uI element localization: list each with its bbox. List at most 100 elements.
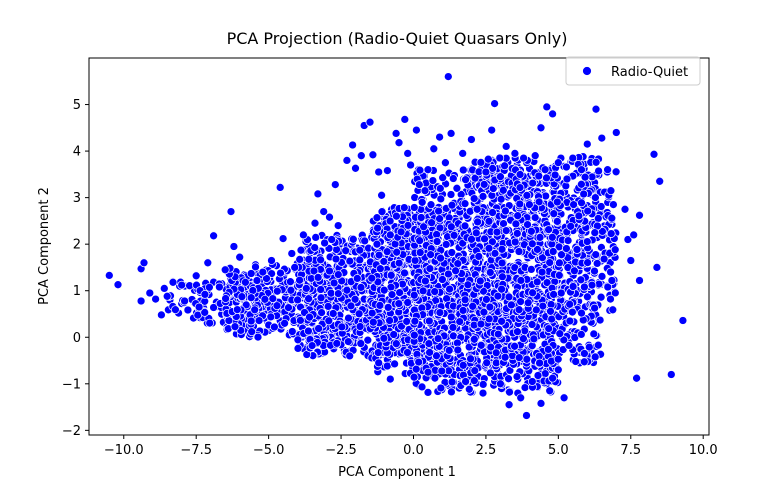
data-point bbox=[498, 272, 507, 282]
data-point bbox=[430, 287, 440, 296]
y-tick-label: 0 bbox=[73, 331, 81, 346]
data-point bbox=[424, 339, 434, 348]
data-point bbox=[272, 286, 282, 296]
data-point bbox=[473, 217, 482, 227]
data-point bbox=[488, 208, 497, 217]
data-point bbox=[475, 276, 485, 286]
chart-title: PCA Projection (Radio-Quiet Quasars Only… bbox=[227, 29, 568, 48]
data-point bbox=[409, 330, 419, 340]
data-point bbox=[344, 313, 353, 323]
data-point bbox=[607, 213, 617, 223]
data-point bbox=[583, 258, 592, 267]
data-point bbox=[377, 190, 386, 200]
data-point bbox=[301, 284, 311, 293]
data-point bbox=[516, 393, 526, 403]
data-point bbox=[389, 330, 399, 339]
data-point bbox=[574, 211, 584, 221]
data-point bbox=[555, 329, 565, 339]
data-point bbox=[572, 245, 582, 254]
data-point bbox=[177, 280, 187, 290]
data-point bbox=[406, 160, 415, 170]
data-point bbox=[304, 294, 313, 304]
data-point bbox=[224, 316, 234, 325]
data-point bbox=[620, 204, 630, 214]
data-point bbox=[435, 308, 445, 317]
data-point bbox=[590, 266, 599, 276]
data-point bbox=[295, 255, 305, 264]
data-point bbox=[436, 194, 446, 204]
legend-label-radio-quiet: Radio-Quiet bbox=[611, 65, 688, 80]
data-point bbox=[519, 334, 528, 344]
data-point bbox=[548, 373, 557, 383]
data-point bbox=[412, 125, 421, 135]
data-point bbox=[360, 236, 370, 246]
data-point bbox=[409, 203, 419, 212]
data-point bbox=[395, 288, 404, 297]
data-point bbox=[355, 255, 365, 265]
data-point bbox=[293, 344, 303, 353]
data-point bbox=[504, 400, 514, 410]
data-point bbox=[590, 303, 599, 313]
data-point bbox=[464, 384, 474, 394]
data-point bbox=[565, 299, 575, 309]
data-point bbox=[293, 295, 302, 305]
data-point bbox=[511, 219, 521, 229]
data-point bbox=[491, 348, 501, 358]
data-point bbox=[330, 180, 340, 189]
data-point bbox=[527, 377, 537, 386]
data-point bbox=[579, 189, 589, 199]
data-point bbox=[513, 211, 523, 221]
data-point bbox=[317, 308, 326, 317]
data-point bbox=[379, 285, 389, 295]
data-point bbox=[486, 368, 495, 378]
data-point bbox=[606, 229, 616, 238]
data-point bbox=[554, 270, 564, 280]
data-point bbox=[590, 352, 600, 362]
data-point bbox=[355, 245, 365, 255]
data-point bbox=[304, 254, 314, 264]
data-point bbox=[246, 316, 256, 326]
data-point bbox=[253, 332, 263, 342]
data-point bbox=[268, 294, 278, 303]
data-point bbox=[385, 216, 395, 226]
data-point bbox=[514, 353, 524, 363]
x-tick-label: 7.5 bbox=[620, 443, 641, 458]
data-point bbox=[520, 326, 530, 336]
x-tick-label: −7.5 bbox=[180, 443, 212, 458]
data-point bbox=[608, 305, 618, 315]
data-point bbox=[510, 237, 520, 247]
data-point bbox=[385, 316, 394, 325]
data-point bbox=[515, 183, 525, 192]
data-point bbox=[423, 367, 433, 377]
data-point bbox=[549, 290, 558, 299]
data-point bbox=[310, 218, 320, 228]
data-point bbox=[544, 225, 553, 234]
data-point bbox=[568, 153, 578, 163]
data-point bbox=[333, 221, 343, 230]
data-point bbox=[290, 263, 300, 272]
data-point bbox=[323, 302, 333, 311]
data-point bbox=[385, 374, 395, 384]
data-point bbox=[230, 322, 240, 332]
y-tick-label: 3 bbox=[73, 191, 81, 206]
data-point bbox=[537, 267, 547, 277]
data-point bbox=[498, 185, 508, 195]
data-point bbox=[151, 294, 160, 304]
data-point bbox=[610, 245, 620, 255]
data-point bbox=[553, 158, 563, 168]
data-point bbox=[577, 308, 586, 318]
data-point bbox=[313, 189, 323, 199]
data-point bbox=[200, 290, 210, 299]
data-point bbox=[309, 266, 319, 276]
data-point bbox=[260, 294, 270, 304]
data-point bbox=[266, 312, 276, 322]
data-point bbox=[435, 132, 444, 142]
data-point bbox=[379, 333, 389, 343]
y-axis-label: PCA Component 2 bbox=[37, 187, 52, 305]
data-point bbox=[232, 305, 242, 314]
data-point bbox=[433, 334, 443, 343]
data-point bbox=[424, 316, 434, 326]
data-point bbox=[463, 280, 473, 290]
data-point bbox=[583, 206, 593, 216]
data-point bbox=[562, 162, 571, 172]
